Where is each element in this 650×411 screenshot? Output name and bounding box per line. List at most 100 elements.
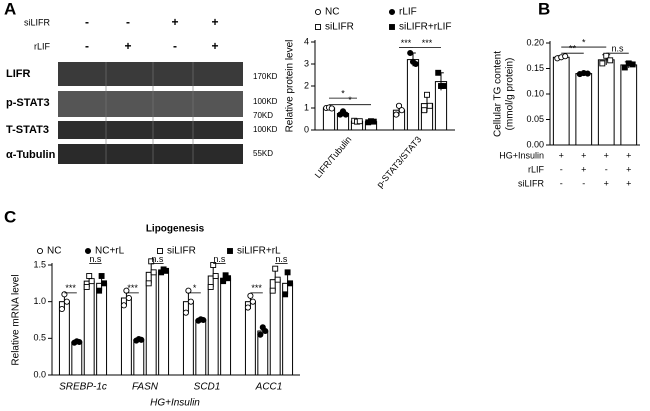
data-point bbox=[36, 247, 44, 255]
data-point bbox=[207, 284, 214, 290]
x-tick-label: FASN bbox=[132, 382, 159, 393]
legend-label: siLIFR bbox=[325, 22, 354, 33]
data-point bbox=[262, 327, 269, 335]
bar bbox=[120, 297, 132, 376]
size-marker: 70KD bbox=[253, 111, 273, 120]
y-tick-label: 1.0 bbox=[33, 296, 46, 306]
significance-label: ** bbox=[569, 44, 577, 54]
data-point bbox=[101, 280, 108, 287]
data-point bbox=[150, 269, 157, 276]
y-tick-label: 0.0 bbox=[33, 369, 46, 379]
bar bbox=[71, 341, 83, 376]
data-point bbox=[145, 280, 152, 287]
lane-sign: + bbox=[124, 39, 131, 53]
condition-sign: + bbox=[604, 150, 609, 160]
condition-sign: + bbox=[559, 150, 564, 160]
data-point bbox=[157, 248, 163, 254]
data-point bbox=[388, 8, 396, 16]
condition-label: rLIF bbox=[528, 164, 545, 174]
data-point bbox=[138, 336, 145, 343]
blot-band bbox=[58, 62, 243, 86]
data-point bbox=[96, 287, 103, 294]
data-point bbox=[272, 265, 279, 272]
bar bbox=[269, 279, 281, 376]
chart-title: Lipogenesis bbox=[146, 224, 205, 235]
x-axis-label: HG+Insulin bbox=[150, 398, 200, 409]
data-point bbox=[212, 273, 219, 279]
data-point bbox=[274, 276, 281, 283]
data-point bbox=[76, 338, 83, 346]
bar bbox=[158, 270, 170, 376]
data-point bbox=[426, 102, 433, 109]
y-axis-label: Cellular TG content bbox=[493, 51, 504, 137]
y-axis-label: Relative mRNA level bbox=[11, 274, 22, 365]
lane-sign: - bbox=[85, 15, 89, 29]
blot-band bbox=[58, 91, 243, 117]
significance-label: *** bbox=[251, 283, 262, 293]
data-point bbox=[629, 61, 636, 68]
data-point bbox=[282, 291, 289, 298]
size-marker: 170KD bbox=[253, 72, 278, 81]
significance-label: * bbox=[341, 88, 345, 98]
data-point bbox=[84, 247, 92, 255]
condition-sign: + bbox=[626, 164, 631, 174]
data-point bbox=[356, 118, 363, 125]
blot-band-label: LIFR bbox=[6, 68, 30, 80]
y-tick-label: 0.5 bbox=[33, 333, 46, 343]
data-point bbox=[257, 331, 264, 338]
data-point bbox=[314, 8, 322, 16]
bar bbox=[96, 282, 108, 376]
lane-sign: + bbox=[211, 15, 218, 29]
data-point bbox=[120, 302, 127, 309]
y-axis-label: Relative protein level bbox=[285, 40, 296, 133]
y-tick-label: 0.00 bbox=[526, 139, 544, 149]
data-point bbox=[621, 64, 628, 71]
condition-sign: - bbox=[582, 178, 585, 188]
blot-row-label: rLIF bbox=[34, 41, 51, 51]
bar bbox=[322, 107, 336, 131]
data-point bbox=[342, 111, 349, 118]
size-marker: 100KD bbox=[253, 97, 278, 106]
significance-label: n.s bbox=[151, 254, 164, 264]
y-tick-label: 4 bbox=[304, 36, 309, 46]
bar bbox=[244, 301, 256, 376]
x-tick-label: LIFR/Tubulin bbox=[313, 134, 354, 180]
bar bbox=[552, 56, 570, 146]
y-tick-label: 2 bbox=[304, 80, 309, 90]
significance-label: * bbox=[582, 37, 586, 47]
data-point bbox=[187, 298, 194, 305]
data-point bbox=[407, 49, 414, 57]
blot-band-label: T-STAT3 bbox=[6, 124, 49, 136]
data-point bbox=[227, 248, 233, 254]
data-point bbox=[63, 298, 70, 305]
data-point bbox=[395, 102, 403, 109]
data-point bbox=[247, 292, 254, 299]
condition-label: HG+Insulin bbox=[499, 150, 544, 160]
blot-row-label: siLIFR bbox=[24, 17, 51, 27]
condition-sign: - bbox=[560, 164, 563, 174]
x-tick-label: p-STAT3/STAT3 bbox=[375, 134, 424, 189]
significance-label: * bbox=[193, 283, 197, 293]
data-point bbox=[86, 273, 93, 279]
legend-label: NC bbox=[325, 7, 339, 18]
data-point bbox=[200, 316, 207, 324]
bar bbox=[145, 271, 157, 376]
lane-sign: - bbox=[173, 39, 177, 53]
data-point bbox=[370, 118, 377, 125]
x-tick-label: ACC1 bbox=[255, 382, 283, 393]
data-point bbox=[607, 57, 614, 64]
y-tick-label: 0 bbox=[304, 124, 309, 134]
condition-sign: + bbox=[604, 178, 609, 188]
data-point bbox=[210, 262, 217, 268]
x-tick-label: SCD1 bbox=[194, 382, 221, 393]
data-point bbox=[393, 111, 400, 118]
bar bbox=[406, 59, 420, 131]
legend-label: rLIF bbox=[399, 7, 417, 18]
data-point bbox=[58, 305, 65, 313]
blot-band-label: p-STAT3 bbox=[6, 97, 50, 109]
y-tick-label: 1.5 bbox=[33, 259, 46, 269]
data-point bbox=[315, 24, 321, 30]
condition-sign: + bbox=[581, 150, 586, 160]
significance-label: *** bbox=[422, 38, 433, 48]
data-point bbox=[83, 284, 90, 290]
